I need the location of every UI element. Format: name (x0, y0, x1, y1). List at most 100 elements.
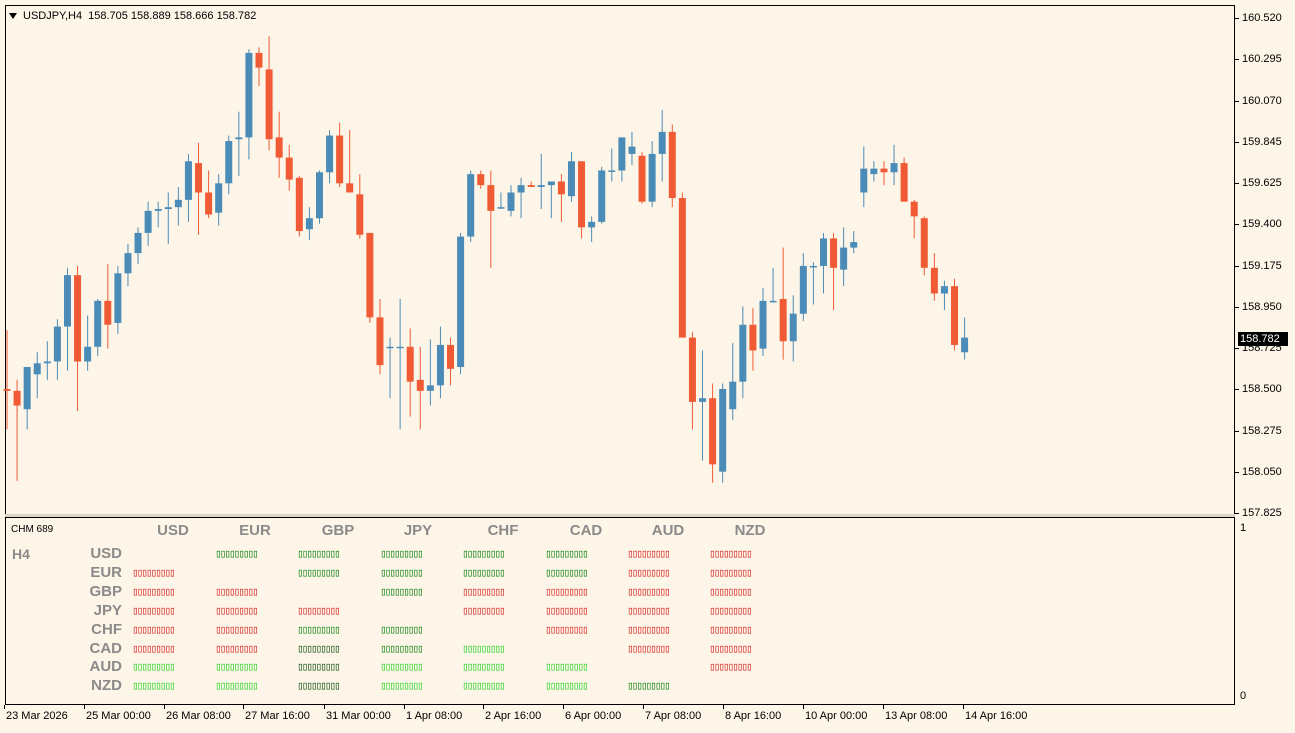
price-axis-label: 158.950 (1242, 300, 1282, 313)
bear-candle (678, 192, 686, 338)
matrix-cell: ▯▯▯▯▯▯▯▯▯ (545, 622, 589, 636)
matrix-row-aud: AUD (89, 658, 123, 676)
price-axis-tick (1235, 59, 1239, 61)
matrix-row-usd: USD (90, 545, 122, 562)
candle-body (527, 185, 535, 187)
bull-candle (799, 253, 807, 322)
candle-body (537, 185, 545, 187)
matrix-cell: ▯▯▯▯▯▯▯▯▯ (215, 641, 259, 655)
bull-candle (94, 299, 102, 356)
bull-candle (789, 295, 797, 362)
candle-body (900, 163, 908, 202)
bull-candle (940, 280, 948, 311)
matrix-row-cad: CAD (89, 639, 123, 657)
candle-body (295, 177, 303, 232)
matrix-cell: ▯▯▯▯▯▯▯▯▯ (709, 660, 753, 674)
price-axis-label: 157.825 (1242, 507, 1282, 519)
time-axis-tick (963, 705, 964, 709)
candle-body (33, 363, 41, 375)
matrix-cell: ▯▯▯▯▯▯▯▯▯ (545, 565, 589, 579)
matrix-cell: ▯▯▯▯▯▯▯▯▯ (627, 679, 671, 693)
candle-body (819, 238, 827, 266)
candle-body (447, 344, 455, 369)
candle-body (729, 381, 737, 410)
bull-candle (890, 144, 898, 186)
bull-candle (164, 192, 172, 244)
price-axis-label: 159.175 (1242, 259, 1282, 272)
matrix-cell: ▯▯▯▯▯▯▯▯▯ (380, 679, 424, 693)
price-axis-label: 158.050 (1242, 465, 1282, 478)
price-axis-label: 160.295 (1242, 53, 1282, 66)
candle-body (235, 137, 243, 140)
bull-candle (467, 170, 475, 243)
bull-candle (598, 166, 606, 224)
bear-candle (74, 265, 82, 412)
matrix-cell: ▯▯▯▯▯▯▯▯▯ (215, 603, 259, 617)
matrix-col-gbp: GBP (321, 522, 355, 539)
bull-candle (809, 262, 817, 305)
candle-body (134, 232, 142, 254)
candle-body (779, 299, 787, 342)
time-axis-label: 8 Apr 16:00 (725, 710, 782, 722)
time-axis-label: 26 Mar 08:00 (166, 710, 231, 722)
candle-body (870, 168, 878, 175)
candle-body (961, 337, 969, 353)
time-axis-label: 10 Apr 00:00 (805, 710, 868, 722)
matrix-cell: ▯▯▯▯▯▯▯▯▯ (709, 584, 753, 598)
bear-candle (951, 278, 959, 351)
matrix-cell: ▯▯▯▯▯▯▯▯▯ (132, 622, 176, 636)
bull-candle (850, 231, 858, 254)
candle-body (195, 163, 203, 193)
candle-body (547, 181, 555, 186)
candle-body (557, 181, 565, 195)
indicator-subwindow[interactable] (5, 517, 1235, 705)
price-axis-tick (1235, 471, 1239, 473)
matrix-cell: ▯▯▯▯▯▯▯▯▯ (297, 565, 341, 579)
price-axis-label: 159.845 (1242, 135, 1282, 148)
candle-body (104, 300, 112, 325)
pane-separator[interactable] (5, 514, 1235, 517)
price-axis-label: 159.400 (1242, 218, 1282, 231)
bull-candle (315, 170, 323, 224)
price-axis-tick (1235, 513, 1239, 514)
candle-body (13, 390, 21, 406)
candle-body (638, 155, 646, 202)
collapse-triangle-icon[interactable] (9, 13, 17, 19)
matrix-col-usd: USD (157, 522, 189, 539)
bull-candle (305, 207, 313, 241)
candle-body (860, 168, 868, 193)
matrix-cell: ▯▯▯▯▯▯▯▯▯ (297, 547, 341, 560)
matrix-cell: ▯▯▯▯▯▯▯▯▯ (709, 565, 753, 579)
bull-candle (225, 135, 233, 195)
bear-candle (295, 175, 303, 237)
matrix-cell: ▯▯▯▯▯▯▯▯▯ (627, 622, 671, 636)
candle-body (396, 346, 404, 349)
bull-candle (759, 288, 767, 356)
matrix-cell: ▯▯▯▯▯▯▯▯▯ (462, 547, 506, 560)
candle-body (688, 337, 696, 402)
bull-candle (497, 192, 505, 210)
candle-body (275, 137, 283, 158)
candle-body (517, 185, 525, 193)
candle-body (3, 389, 11, 391)
bull-candle (134, 227, 142, 265)
bull-candle (184, 153, 192, 222)
bear-candle (3, 330, 11, 430)
time-axis-tick (84, 705, 85, 709)
bull-candle (436, 326, 444, 399)
bull-candle (729, 343, 737, 421)
matrix-cell: ▯▯▯▯▯▯▯▯▯ (627, 584, 671, 598)
matrix-cell: ▯▯▯▯▯▯▯▯▯ (132, 641, 176, 655)
matrix-cell: ▯▯▯▯▯▯▯▯▯ (380, 547, 424, 560)
matrix-cell: ▯▯▯▯▯▯▯▯▯ (297, 641, 341, 655)
time-axis-tick (883, 705, 884, 709)
candle-body (719, 389, 727, 472)
candle-body (709, 398, 717, 465)
matrix-cell: ▯▯▯▯▯▯▯▯▯ (462, 679, 506, 693)
candle-body (628, 146, 636, 154)
matrix-col-chf: CHF (487, 522, 519, 539)
bull-candle (618, 137, 626, 182)
matrix-cell: ▯▯▯▯▯▯▯▯▯ (380, 641, 424, 655)
matrix-cell: ▯▯▯▯▯▯▯▯▯ (132, 660, 176, 674)
bull-candle (840, 227, 848, 287)
